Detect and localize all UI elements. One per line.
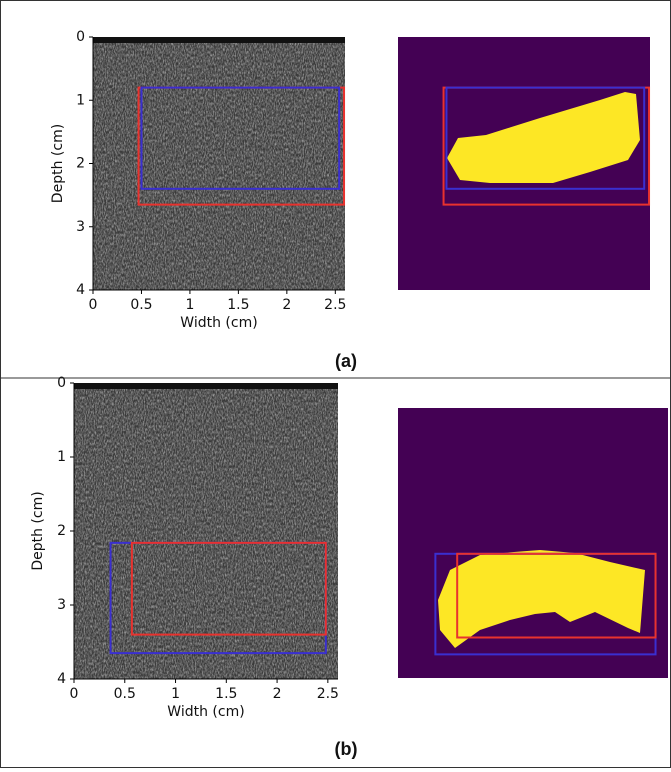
y-axis-label: Depth (cm) xyxy=(50,124,66,203)
y-tick-label: 2 xyxy=(76,156,85,172)
x-tick-label: 0 xyxy=(70,686,79,702)
y-tick-label: 0 xyxy=(57,375,66,391)
x-axis-label: Width (cm) xyxy=(180,315,257,331)
x-tick-label: 2 xyxy=(273,686,282,702)
x-tick-label: 1 xyxy=(185,297,194,313)
probe-strip xyxy=(74,383,338,389)
probe-strip xyxy=(93,37,345,43)
x-tick-label: 1 xyxy=(171,686,180,702)
x-tick-label: 2 xyxy=(282,297,291,313)
y-tick-label: 2 xyxy=(57,523,66,539)
x-tick-label: 0 xyxy=(89,297,98,313)
y-tick-label: 0 xyxy=(76,29,85,45)
y-axis-label: Depth (cm) xyxy=(30,491,46,570)
x-tick-label: 1.5 xyxy=(215,686,237,702)
x-axis-label: Width (cm) xyxy=(167,704,244,720)
speckle xyxy=(93,37,345,290)
y-tick-label: 4 xyxy=(57,671,66,687)
bounding-box xyxy=(130,541,327,636)
x-tick-label: 0.5 xyxy=(130,297,152,313)
x-tick-label: 1.5 xyxy=(227,297,249,313)
mask-bounding-box xyxy=(456,552,657,639)
caption: (a) xyxy=(335,351,357,371)
y-tick-label: 3 xyxy=(76,219,85,235)
mask-region xyxy=(447,92,640,183)
y-tick-label: 4 xyxy=(76,282,85,298)
y-tick-label: 3 xyxy=(57,597,66,613)
caption: (b) xyxy=(335,739,358,759)
mask-bounding-box xyxy=(445,86,646,190)
y-tick-label: 1 xyxy=(57,449,66,465)
bounding-box xyxy=(140,86,341,190)
speckle xyxy=(74,383,338,679)
x-tick-label: 2.5 xyxy=(324,297,346,313)
mask-region xyxy=(438,550,645,648)
x-tick-label: 2.5 xyxy=(317,686,339,702)
x-tick-label: 0.5 xyxy=(114,686,136,702)
y-tick-label: 1 xyxy=(76,92,85,108)
